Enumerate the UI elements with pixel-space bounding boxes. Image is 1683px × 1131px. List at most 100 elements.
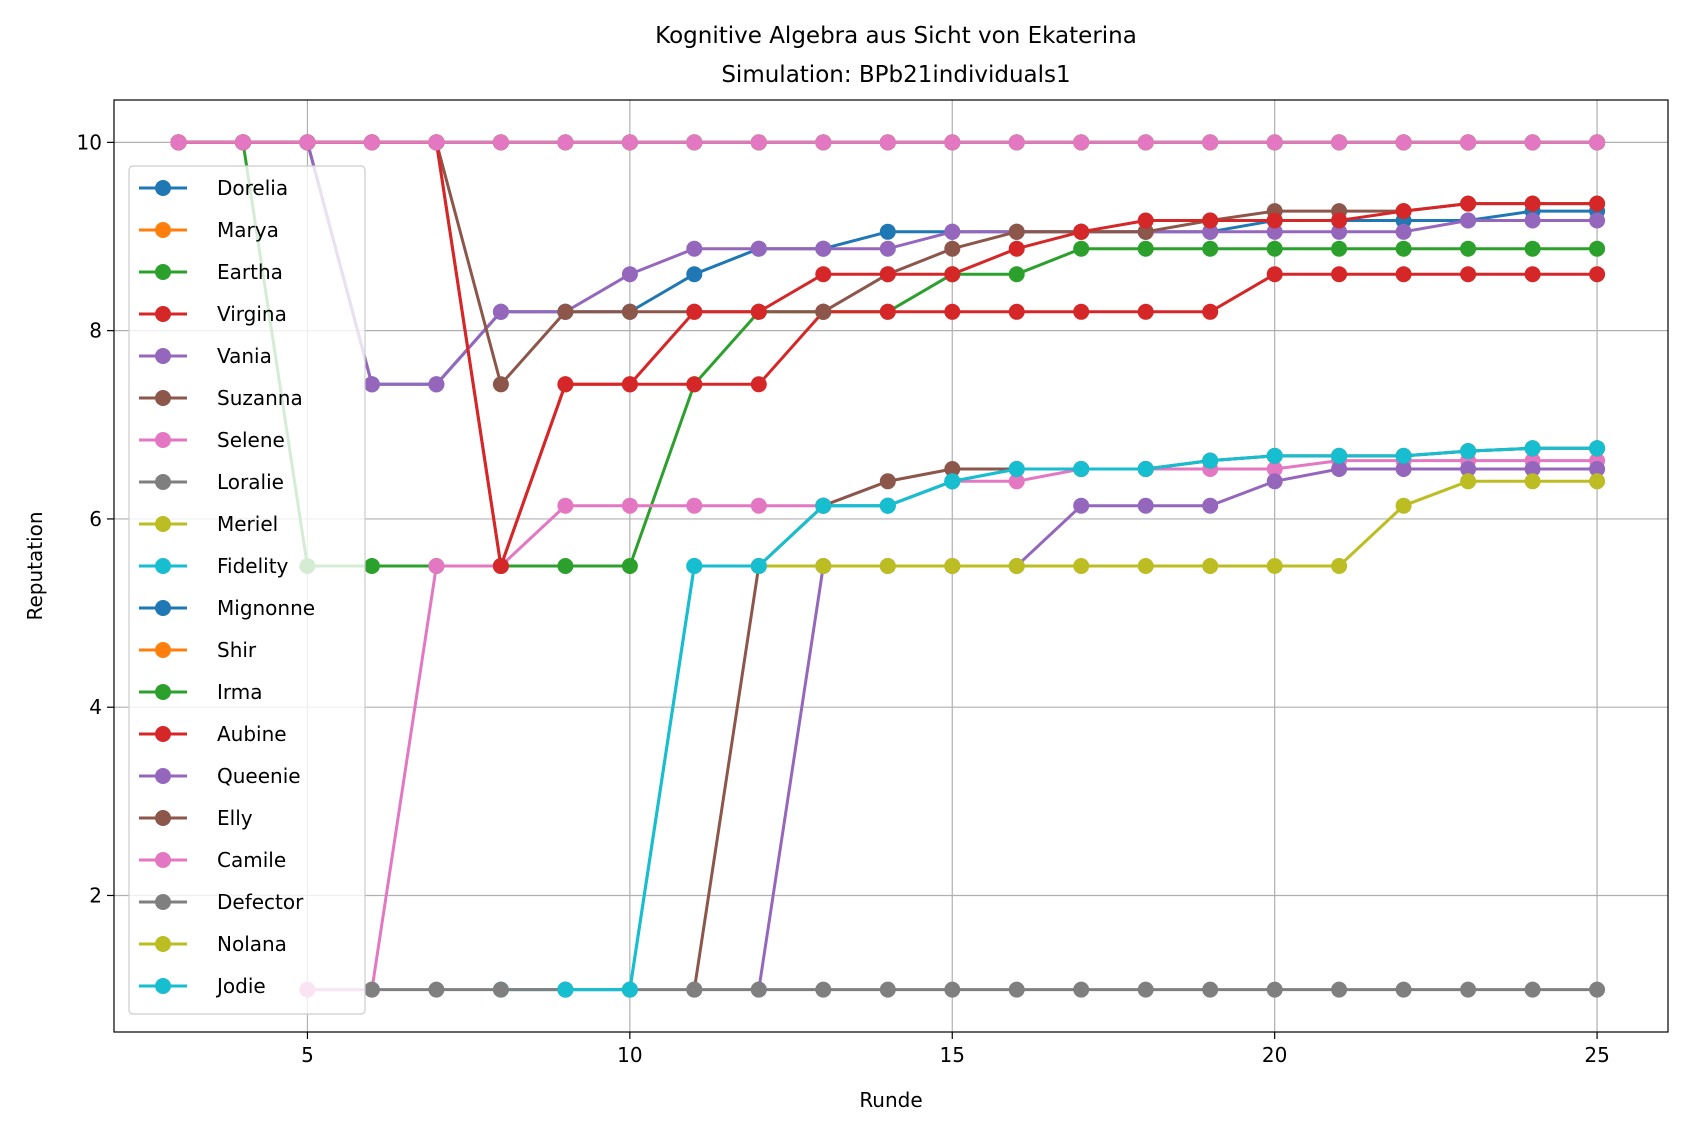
point-selene: [686, 497, 703, 514]
point-camile: [1460, 134, 1477, 151]
legend-label: Nolana: [217, 932, 287, 956]
legend-label: Eartha: [217, 260, 283, 284]
point-aubine: [1524, 195, 1541, 212]
legend-marker: [155, 852, 171, 868]
point-camile: [428, 134, 445, 151]
legend-marker: [155, 978, 171, 994]
point-aubine: [1008, 240, 1025, 257]
point-defector: [686, 981, 703, 998]
legend-marker: [155, 894, 171, 910]
legend-marker: [155, 684, 171, 700]
point-vania: [621, 266, 638, 283]
legend-item-selene: Selene: [139, 428, 285, 452]
legend-marker: [155, 642, 171, 658]
legend-item-defector: Defector: [139, 890, 304, 914]
point-suzanna: [492, 376, 509, 393]
point-eartha: [557, 558, 574, 574]
point-nolana: [1331, 558, 1348, 574]
legend-marker: [155, 810, 171, 826]
point-jodie: [686, 558, 703, 574]
series-line-queenie: [757, 467, 1598, 990]
point-nolana: [1460, 473, 1477, 490]
chart-title: Kognitive Algebra aus Sicht von Ekaterin…: [655, 23, 1137, 49]
point-nolana: [1008, 558, 1025, 574]
series-line-suzanna: [178, 140, 1598, 386]
point-queenie: [1589, 461, 1606, 477]
point-vania: [363, 376, 380, 393]
series-line-vania: [178, 140, 1598, 386]
legend-marker: [155, 264, 171, 280]
series-nolana: [750, 473, 1606, 574]
point-elly: [879, 473, 896, 490]
point-dorelia: [879, 223, 896, 240]
legend-item-virgina: Virgina: [139, 302, 287, 326]
point-aubine: [492, 558, 509, 574]
point-jodie: [1137, 461, 1154, 477]
legend-item-vania: Vania: [139, 344, 272, 368]
legend-label: Jodie: [215, 974, 266, 998]
point-camile: [299, 134, 316, 151]
point-queenie: [1266, 473, 1283, 490]
legend-item-aubine: Aubine: [139, 722, 287, 746]
point-defector: [1589, 981, 1606, 998]
point-camile: [1073, 134, 1090, 151]
x-axis-label: Runde: [859, 1088, 922, 1112]
point-eartha: [1202, 240, 1219, 257]
point-defector: [815, 981, 832, 998]
point-eartha: [1460, 240, 1477, 257]
series-fidelity: [492, 440, 1606, 998]
point-camile: [686, 134, 703, 151]
point-virgina: [1460, 266, 1477, 283]
series-elly: [686, 440, 1606, 998]
point-jodie: [750, 558, 767, 574]
point-camile: [944, 134, 961, 151]
point-virgina: [750, 376, 767, 393]
point-jodie: [944, 473, 961, 490]
point-camile: [1395, 134, 1412, 151]
point-vania: [1460, 212, 1477, 229]
legend-item-queenie: Queenie: [139, 764, 301, 788]
point-virgina: [1524, 266, 1541, 283]
point-jodie: [1460, 443, 1477, 460]
point-jodie: [1331, 447, 1348, 464]
point-defector: [1073, 981, 1090, 998]
point-defector: [944, 981, 961, 998]
point-jodie: [815, 497, 832, 514]
point-virgina: [1008, 303, 1025, 320]
point-vania: [1524, 212, 1541, 229]
legend-item-camile: Camile: [139, 848, 286, 872]
point-defector: [750, 981, 767, 998]
series-jodie: [557, 440, 1606, 998]
legend-item-suzanna: Suzanna: [139, 386, 303, 410]
legend-item-elly: Elly: [139, 806, 253, 830]
legend-marker: [155, 390, 171, 406]
legend-item-eartha: Eartha: [139, 260, 283, 284]
point-eartha: [1073, 240, 1090, 257]
legend-item-loralie: Loralie: [139, 470, 284, 494]
point-nolana: [1202, 558, 1219, 574]
point-defector: [1331, 981, 1348, 998]
series-layer: [170, 134, 1606, 998]
point-nolana: [1524, 473, 1541, 490]
legend-marker: [155, 726, 171, 742]
point-suzanna: [1008, 223, 1025, 240]
point-eartha: [1395, 240, 1412, 257]
point-vania: [944, 223, 961, 240]
point-camile: [815, 134, 832, 151]
point-camile: [1202, 134, 1219, 151]
point-queenie: [1137, 497, 1154, 514]
point-aubine: [944, 266, 961, 283]
legend-item-shir: Shir: [139, 638, 257, 662]
point-defector: [428, 981, 445, 998]
point-camile: [557, 134, 574, 151]
point-defector: [879, 981, 896, 998]
legend-item-irma: Irma: [139, 680, 263, 704]
point-nolana: [1395, 497, 1412, 514]
point-virgina: [1395, 266, 1412, 283]
point-vania: [879, 240, 896, 257]
point-nolana: [879, 558, 896, 574]
legend-label: Suzanna: [217, 386, 303, 410]
series-line-elly: [692, 446, 1598, 990]
point-selene: [428, 558, 445, 574]
